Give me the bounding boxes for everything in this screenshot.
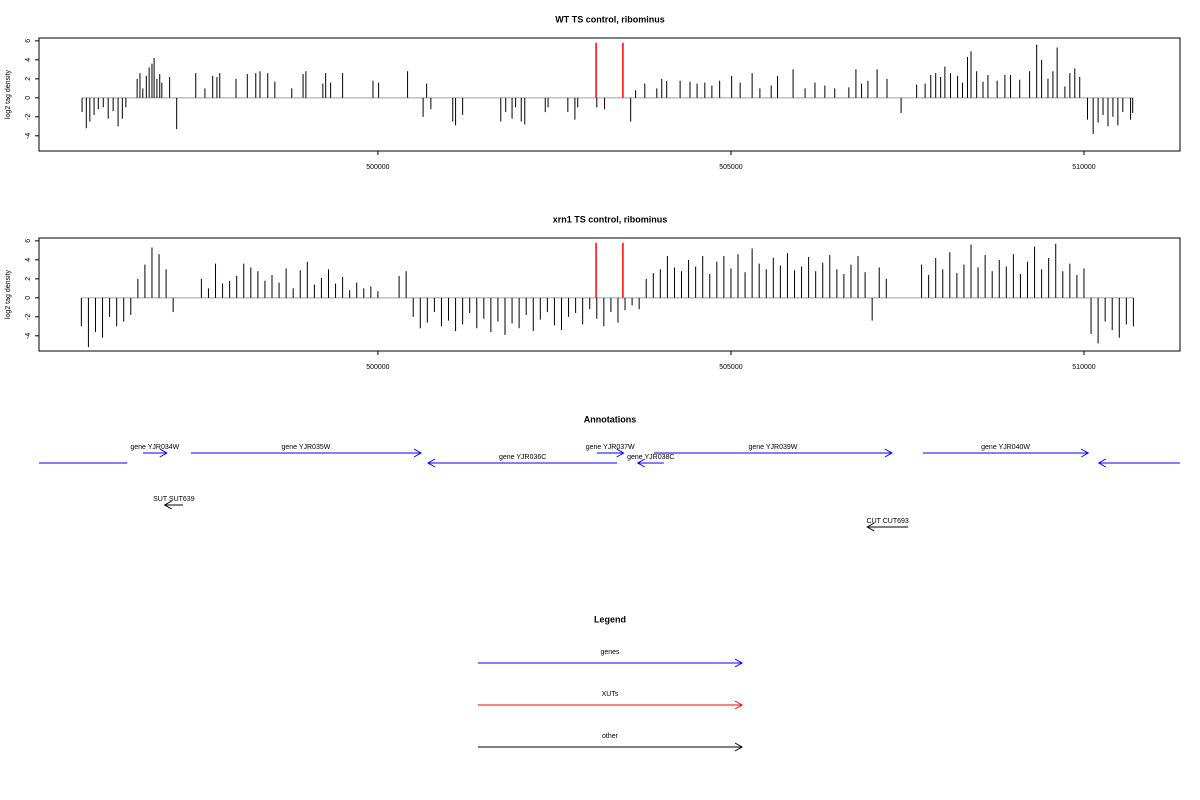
feature-label: gene YJR039W: [749, 444, 798, 451]
feature-label: gene YJR037W: [586, 444, 635, 451]
x-tick-label: 505000: [719, 164, 742, 171]
plot-frame: [38, 237, 1181, 352]
feature-label: CUT CUT693: [867, 518, 909, 525]
annotation-title: Annotations: [584, 414, 637, 424]
y-tick-label: 2: [25, 277, 32, 281]
x-tick-label: 510000: [1072, 364, 1095, 371]
feature-label: gene YJR040W: [981, 444, 1030, 451]
feature-arrow: [636, 458, 664, 468]
feature-arrow: [596, 448, 625, 458]
feature-arrow: [653, 448, 893, 458]
feature-label: gene YJR035W: [281, 444, 330, 451]
y-tick-label: 4: [25, 58, 32, 62]
x-tick-label: 500000: [366, 164, 389, 171]
feature-arrow: [1097, 458, 1180, 468]
y-tick-label: 2: [25, 77, 32, 81]
y-tick-label: -2: [25, 114, 32, 120]
feature-arrow: [39, 462, 128, 464]
chart-title: xrn1 TS control, ribominus: [553, 214, 668, 224]
y-tick-label: 0: [25, 96, 32, 100]
feature-label: gene YJR038C: [627, 454, 674, 461]
legend-label: genes: [600, 649, 620, 656]
panel: WT TS control, ribominus log2 tag density…: [5, 14, 1181, 171]
feature-arrow: [478, 700, 744, 710]
x-tick-label: 500000: [366, 364, 389, 371]
feature-label: SUT SUT639: [153, 496, 195, 503]
y-axis-label: log2 tag density: [5, 69, 12, 119]
y-tick-label: -4: [25, 133, 32, 139]
feature-arrow: [866, 522, 909, 532]
legend-label: other: [602, 733, 619, 740]
feature-arrow: [922, 448, 1090, 458]
feature-clip: [39, 448, 1180, 532]
feature-arrow: [142, 448, 168, 458]
feature-arrow: [163, 500, 184, 510]
feature-arrow: [190, 448, 422, 458]
annotation-track: Annotations gene YJR034W gene YJR035W gene …: [39, 414, 1180, 532]
feature-label: gene YJR034W: [130, 444, 179, 451]
y-tick-label: 0: [25, 296, 32, 300]
y-tick-label: 6: [25, 39, 32, 43]
legend-label: XUTs: [602, 691, 619, 698]
legend: Legend genes XUTs other: [478, 614, 744, 752]
panel: xrn1 TS control, ribominus log2 tag densi…: [5, 214, 1181, 371]
x-tick-label: 505000: [719, 364, 742, 371]
feature-arrow: [478, 658, 744, 668]
y-tick-label: 4: [25, 258, 32, 262]
chart-title: WT TS control, ribominus: [555, 14, 665, 24]
plot-frame: [38, 37, 1181, 152]
y-axis-label: log2 tag density: [5, 269, 12, 319]
feature-label: gene YJR036C: [499, 454, 546, 461]
y-tick-label: -4: [25, 333, 32, 339]
y-tick-label: -2: [25, 314, 32, 320]
legend-title: Legend: [594, 614, 626, 624]
feature-arrow: [427, 458, 618, 468]
y-tick-label: 6: [25, 239, 32, 243]
x-tick-label: 510000: [1072, 164, 1095, 171]
feature-arrow: [478, 742, 744, 752]
